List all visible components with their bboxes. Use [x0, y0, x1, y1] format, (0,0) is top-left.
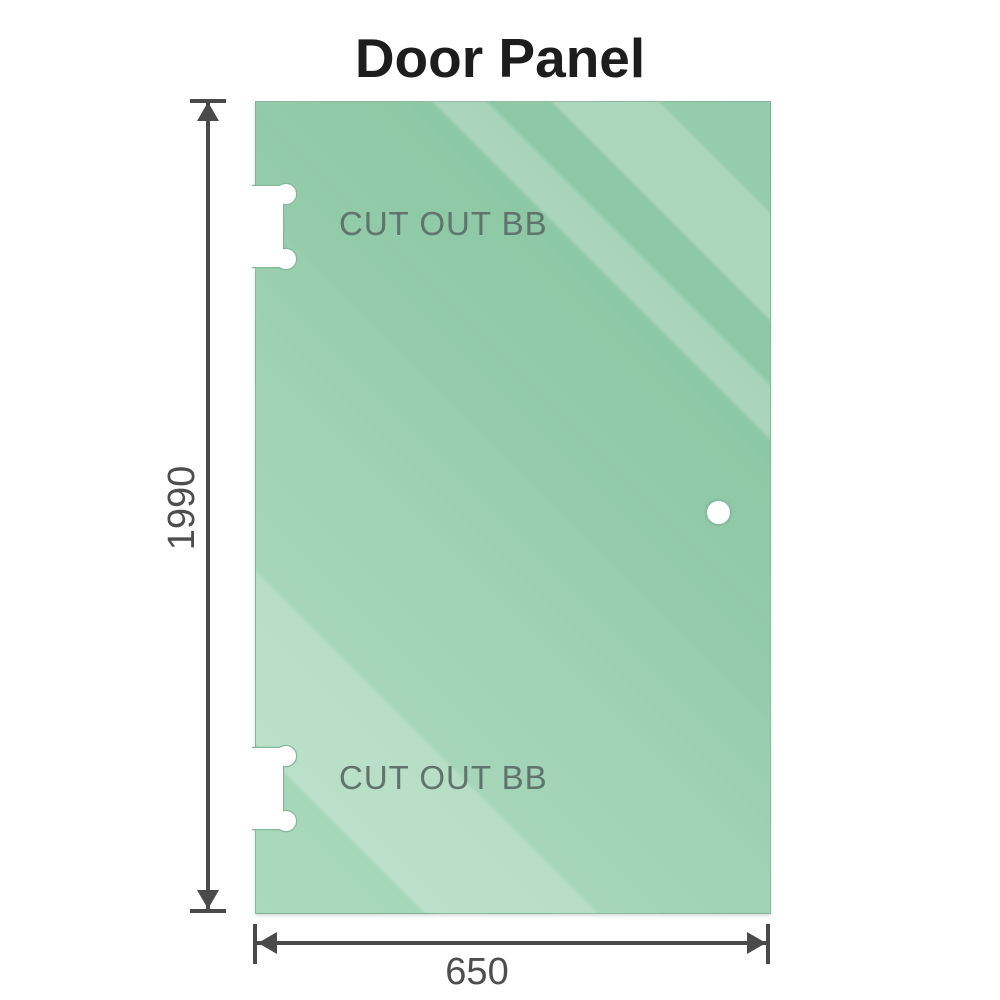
handle-hole-icon	[707, 501, 730, 524]
height-arrow-up-icon	[197, 102, 219, 121]
width-arrow-left-icon	[258, 932, 277, 954]
width-dimension-left-extension	[253, 924, 257, 964]
width-arrow-right-icon	[747, 932, 766, 954]
hinge-cutout-top-icon	[252, 182, 298, 271]
height-dimension-value: 1990	[161, 465, 203, 551]
height-dimension-top-cap	[190, 99, 226, 103]
height-arrow-down-icon	[197, 890, 219, 909]
width-dimension-value: 650	[445, 951, 509, 993]
width-dimension-right-extension	[766, 924, 770, 964]
height-dimension-line	[206, 103, 210, 909]
hinge-cutout-bottom-icon	[252, 744, 298, 833]
height-dimension-bottom-cap	[190, 909, 226, 913]
glass-panel	[255, 101, 771, 914]
page-title: Door Panel	[354, 27, 646, 89]
cutout-label-top: CUT OUT BB	[339, 205, 548, 242]
width-dimension-line	[257, 941, 767, 945]
cutout-label-bottom: CUT OUT BB	[339, 759, 548, 796]
